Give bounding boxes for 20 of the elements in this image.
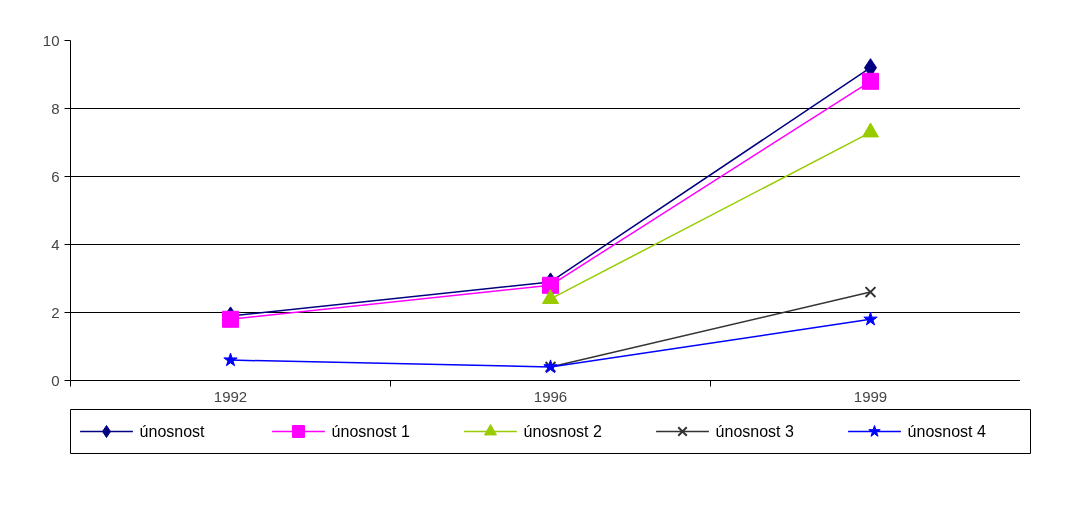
x-tick-label: 1996: [533, 387, 568, 405]
legend-label: únosnost 4: [907, 423, 986, 440]
legend-label: únosnost 3: [715, 423, 794, 440]
y-tick-label: 0: [51, 371, 60, 389]
point: [864, 286, 877, 299]
point: [862, 72, 879, 90]
y-tick-label: 6: [51, 167, 60, 185]
x-tick-label: 1999: [853, 387, 888, 405]
y-tick-label: 4: [51, 235, 60, 253]
y-tick-label: 8: [51, 99, 60, 117]
x-tick-label: 1992: [213, 387, 248, 405]
point: [223, 352, 238, 367]
point: [222, 310, 239, 328]
y-tick-label: 2: [51, 303, 60, 321]
y-tick-label: 10: [42, 31, 60, 49]
point: [542, 276, 559, 294]
legend-label: únosnost 2: [523, 423, 602, 440]
legend-label: únosnost 1: [331, 423, 410, 440]
point: [863, 311, 878, 326]
legend-label: únosnost: [139, 423, 206, 440]
